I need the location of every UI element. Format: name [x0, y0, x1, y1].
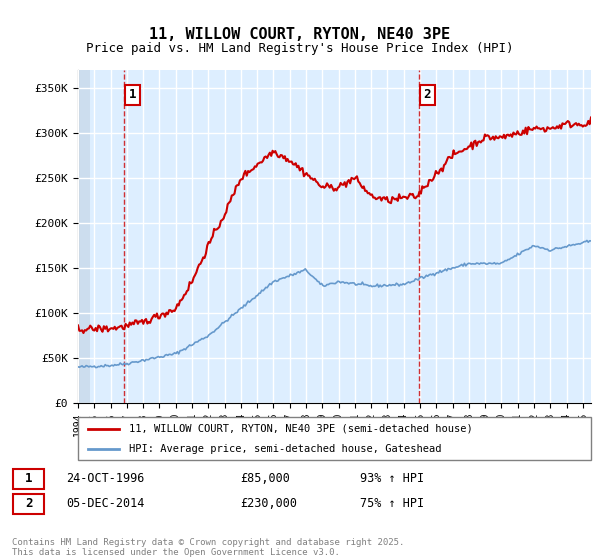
Text: 75% ↑ HPI: 75% ↑ HPI: [360, 497, 424, 510]
Text: £85,000: £85,000: [240, 472, 290, 485]
FancyBboxPatch shape: [13, 493, 44, 514]
Bar: [78, 70, 90, 403]
Text: 1: 1: [25, 472, 32, 485]
FancyBboxPatch shape: [78, 417, 591, 460]
Text: Price paid vs. HM Land Registry's House Price Index (HPI): Price paid vs. HM Land Registry's House …: [86, 42, 514, 55]
FancyBboxPatch shape: [13, 469, 44, 489]
Text: HPI: Average price, semi-detached house, Gateshead: HPI: Average price, semi-detached house,…: [130, 445, 442, 454]
Text: 1: 1: [129, 88, 136, 101]
Text: £230,000: £230,000: [240, 497, 297, 510]
Text: 11, WILLOW COURT, RYTON, NE40 3PE: 11, WILLOW COURT, RYTON, NE40 3PE: [149, 27, 451, 42]
Text: 93% ↑ HPI: 93% ↑ HPI: [360, 472, 424, 485]
Text: Contains HM Land Registry data © Crown copyright and database right 2025.
This d: Contains HM Land Registry data © Crown c…: [12, 538, 404, 557]
Text: 05-DEC-2014: 05-DEC-2014: [66, 497, 145, 510]
Text: 11, WILLOW COURT, RYTON, NE40 3PE (semi-detached house): 11, WILLOW COURT, RYTON, NE40 3PE (semi-…: [130, 424, 473, 434]
Text: 24-OCT-1996: 24-OCT-1996: [66, 472, 145, 485]
Text: 2: 2: [25, 497, 32, 510]
Text: 2: 2: [424, 88, 431, 101]
